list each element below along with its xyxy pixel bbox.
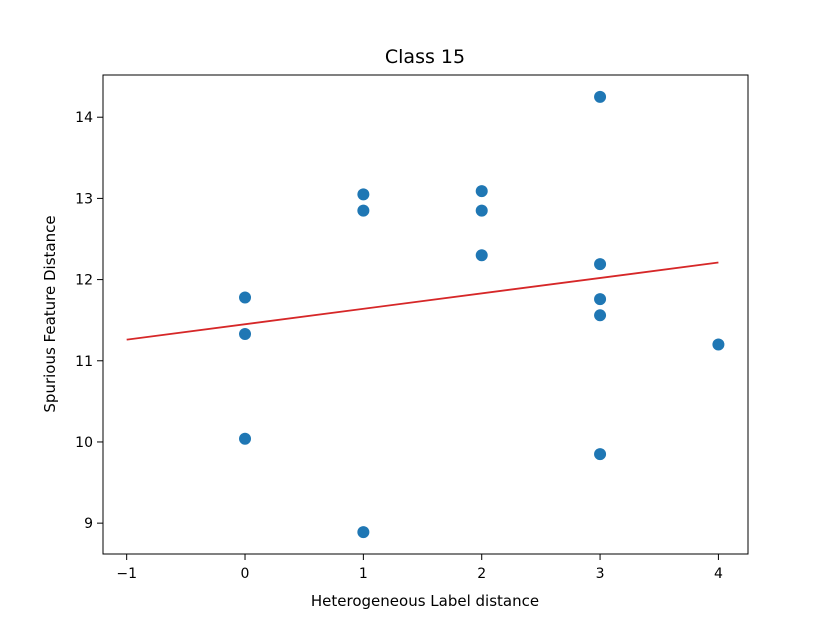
scatter-point <box>594 258 607 271</box>
x-tick-label: 0 <box>241 566 250 582</box>
y-tick-label: 14 <box>75 110 93 126</box>
y-tick-label: 11 <box>75 354 93 370</box>
y-axis-label: Spurious Feature Distance <box>41 215 59 412</box>
chart-title: Class 15 <box>385 46 465 68</box>
scatter-point <box>475 204 488 217</box>
x-tick-label: 2 <box>477 566 486 582</box>
x-tick-label: 4 <box>714 566 723 582</box>
plot-area <box>102 74 749 555</box>
y-tick-label: 10 <box>75 435 93 451</box>
scatter-point <box>594 293 607 306</box>
y-tick-label: 12 <box>75 273 93 289</box>
x-tick-label: 1 <box>359 566 368 582</box>
x-axis-ticks: −1 0 1 2 3 4 <box>116 554 723 582</box>
scatter-point <box>712 338 725 351</box>
series-layer <box>126 90 725 539</box>
regression-line <box>126 261 719 341</box>
scatter-point <box>475 249 488 262</box>
y-axis-ticks: 9 10 11 12 13 14 <box>75 110 103 532</box>
scatter-point <box>594 90 607 103</box>
scatter-point <box>594 309 607 322</box>
scatter-point <box>357 526 370 539</box>
scatter-point <box>594 448 607 461</box>
y-tick-label: 9 <box>84 516 93 532</box>
scatter-point <box>357 188 370 201</box>
scatter-point <box>475 185 488 198</box>
y-tick-label: 13 <box>75 191 93 207</box>
x-tick-label: −1 <box>116 566 137 582</box>
scatter-point <box>239 327 252 340</box>
x-tick-label: 3 <box>596 566 605 582</box>
scatter-point <box>239 432 252 445</box>
x-axis-label: Heterogeneous Label distance <box>311 592 539 610</box>
scatter-point <box>239 291 252 304</box>
scatter-point <box>357 204 370 217</box>
